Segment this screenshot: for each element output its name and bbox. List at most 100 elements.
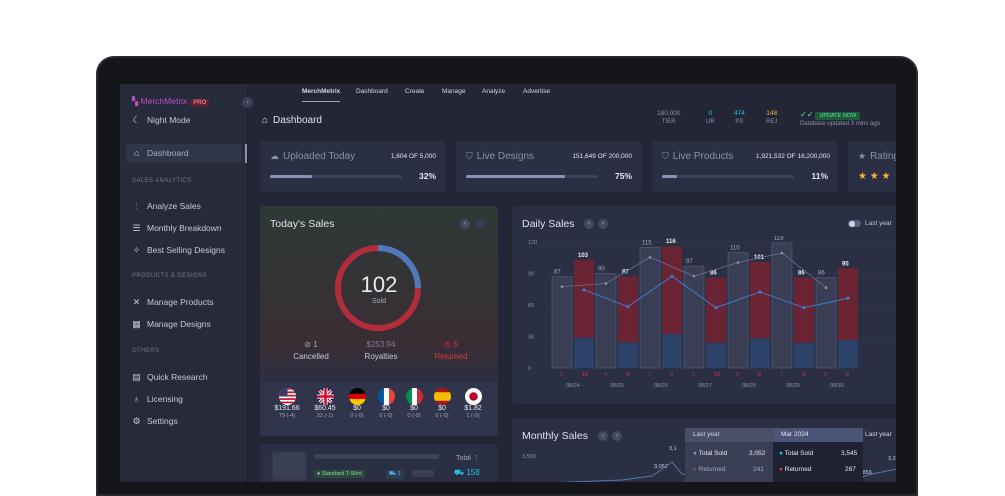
tab-manage[interactable]: Manage xyxy=(442,88,466,95)
gauge-arc xyxy=(377,245,421,289)
line-point xyxy=(714,306,718,310)
line-point xyxy=(582,288,586,292)
us-flag-icon xyxy=(278,388,296,405)
product-type: Standard T-Shirt xyxy=(321,471,362,477)
country-amount: $0 xyxy=(353,405,361,412)
kpi-progress-fill xyxy=(662,175,677,178)
kpi-progress-fill xyxy=(466,175,565,178)
bar-last-year xyxy=(727,252,749,369)
top-product-row[interactable]: ● Standard T-Shirt ⛟ 1 Total ⋮ ⛟ 158 xyxy=(260,444,498,482)
tooltip-header: Mar 2024 xyxy=(773,428,863,442)
bar-current-sold xyxy=(706,277,726,343)
data-label: 86 xyxy=(818,271,825,277)
next-button[interactable]: › xyxy=(475,219,485,229)
total-label: Total ⋮ xyxy=(456,454,480,462)
country-de[interactable]: $0 0 (-0) xyxy=(342,388,372,419)
returns-label-current: 3 xyxy=(670,372,673,378)
kpi-percent: 11% xyxy=(811,171,828,181)
kpi-title: ☁ Uploaded Today xyxy=(270,151,355,162)
de-flag-icon xyxy=(348,388,366,405)
sidebar-item-licensing[interactable]: ♁ Licensing xyxy=(132,394,183,404)
returns-label-current: 9 xyxy=(846,372,849,378)
stat-label: TIER xyxy=(661,119,676,125)
country-units: 0 (-0) xyxy=(379,413,393,419)
sidebar-item-manage-products[interactable]: ✕ Manage Products xyxy=(132,297,214,307)
line-point-last-year xyxy=(824,286,828,289)
tab-advertise[interactable]: Advertise xyxy=(523,88,551,95)
prev-button[interactable]: ‹ xyxy=(598,431,608,441)
country-jp[interactable]: $1.82 1 (-0) xyxy=(458,388,488,419)
returns-label-last-year: 8 xyxy=(824,372,827,378)
product-qty: 1 xyxy=(397,471,401,477)
x-tick-label: 08/29 xyxy=(786,383,800,389)
data-label: 90 xyxy=(598,267,605,273)
stat-rej: 148 REJ xyxy=(766,110,777,125)
point-label: 3,052 xyxy=(654,464,668,470)
tooltip-row-label: Total Sold xyxy=(784,450,814,457)
stat-label: UR xyxy=(706,119,715,125)
country-es[interactable]: $0 0 (-0) xyxy=(427,388,457,419)
sidebar-item-dashboard[interactable]: ⌂ Dashboard xyxy=(132,148,189,158)
sidebar-item-manage-designs[interactable]: ▦ Manage Designs xyxy=(132,319,211,329)
sidebar-item-analyze-sales[interactable]: ⫶ Analyze Sales xyxy=(132,201,201,211)
brand[interactable]: ▚ MerchMetrix PRO xyxy=(132,96,210,107)
kpi-progress xyxy=(662,175,794,178)
update-now-button[interactable]: UPDATE NOW xyxy=(815,112,861,120)
sidebar-item-label: Monthly Breakdown xyxy=(147,223,222,233)
line-point xyxy=(846,296,850,300)
line-point xyxy=(626,305,630,309)
tooltip-row-label: Returned xyxy=(698,466,726,473)
more-icon[interactable]: ⋮ xyxy=(472,455,480,462)
x-tick-label: 08/28 xyxy=(742,383,756,389)
tooltip-row-value: 3,052 xyxy=(749,450,766,457)
sidebar-item-label: Analyze Sales xyxy=(147,201,201,211)
country-uk[interactable]: $60.45 22 (-1) xyxy=(310,388,340,419)
returns-label-current: 10 xyxy=(582,372,588,378)
prev-button[interactable]: ‹ xyxy=(460,219,470,229)
kpi-progress-fill xyxy=(270,175,313,178)
es-flag-icon xyxy=(433,388,451,405)
country-it[interactable]: $0 0 (-0) xyxy=(399,388,429,419)
kpi-title-text: Rating xyxy=(870,151,896,162)
country-amount: $191.66 xyxy=(274,405,300,412)
brand-name: MerchMetrix xyxy=(140,96,188,106)
tooltip-mar-2024: Mar 2024 ● Total Sold 3,545 ● Returned 287 xyxy=(773,428,863,482)
y-axis-top: 3,550 xyxy=(522,454,536,460)
tab-merchmetrix[interactable]: MerchMetrix xyxy=(302,88,341,95)
collapse-sidebar-button[interactable]: ‹ xyxy=(242,97,253,108)
sidebar-item-settings[interactable]: ⚙ Settings xyxy=(132,416,177,426)
royalties-label: Royalties xyxy=(364,352,398,361)
kpi-title: ⛉ Live Products xyxy=(662,151,733,162)
return-icon: ◷ xyxy=(444,340,452,349)
sidebar-item-quick-research[interactable]: ▤ Quick Research xyxy=(132,372,207,382)
sidebar-item-label: Dashboard xyxy=(147,148,189,158)
prev-button[interactable]: ‹ xyxy=(584,219,594,229)
returns-label-current: 9 xyxy=(758,372,761,378)
stat-value: 474 xyxy=(734,110,745,117)
sidebar-item-monthly-breakdown[interactable]: ☰ Monthly Breakdown xyxy=(132,223,222,233)
kpi-progress xyxy=(270,175,402,178)
sparkle-icon: ✧ xyxy=(132,244,141,255)
returns-label-last-year: 5 xyxy=(692,372,695,378)
sidebar-item-label: Manage Products xyxy=(147,297,214,307)
monthly-line-path xyxy=(559,461,713,482)
sidebar-item-best-selling[interactable]: ✧ Best Selling Designs xyxy=(132,245,225,255)
country-amount: $0 xyxy=(438,405,446,412)
night-mode-toggle[interactable]: ☾ Night Mode xyxy=(132,115,190,125)
data-label: 103 xyxy=(578,253,589,259)
stat-label: PS xyxy=(735,119,744,125)
tab-analyze[interactable]: Analyze xyxy=(482,88,506,95)
x-tick-label: 08/24 xyxy=(566,383,580,389)
tab-dashboard[interactable]: Dashboard xyxy=(356,88,388,95)
returns-label-current: 3 xyxy=(802,372,805,378)
tab-create[interactable]: Create xyxy=(405,88,425,95)
country-us[interactable]: $191.66 79 (-4) xyxy=(272,388,302,419)
next-button[interactable]: › xyxy=(612,431,622,441)
data-label: 95 xyxy=(842,261,849,267)
next-button[interactable]: › xyxy=(598,219,608,229)
bar-last-year xyxy=(815,277,837,369)
page-title: ⌂ Dashboard xyxy=(262,115,322,126)
country-fr[interactable]: $0 0 (-0) xyxy=(371,388,401,419)
last-year-toggle[interactable] xyxy=(848,220,861,227)
returns-label-last-year: 7 xyxy=(780,372,783,378)
